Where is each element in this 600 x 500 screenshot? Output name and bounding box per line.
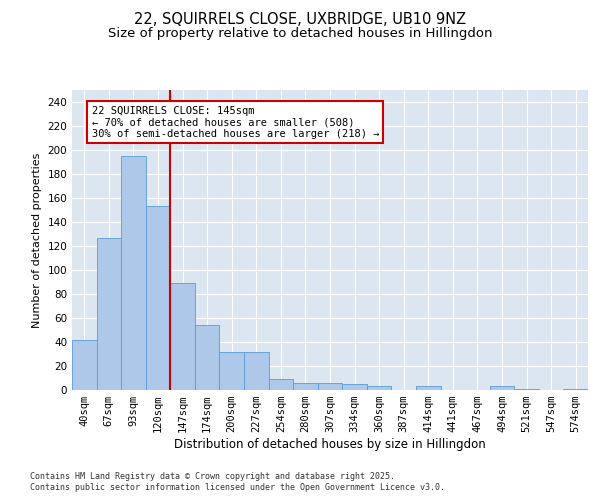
Text: Contains HM Land Registry data © Crown copyright and database right 2025.: Contains HM Land Registry data © Crown c…: [30, 472, 395, 481]
Bar: [367, 386, 391, 390]
Bar: [72, 340, 97, 390]
Bar: [170, 283, 195, 390]
Text: 22 SQUIRRELS CLOSE: 145sqm
← 70% of detached houses are smaller (508)
30% of sem: 22 SQUIRRELS CLOSE: 145sqm ← 70% of deta…: [92, 106, 379, 139]
Text: Size of property relative to detached houses in Hillingdon: Size of property relative to detached ho…: [108, 28, 492, 40]
Bar: [97, 238, 121, 390]
Bar: [563, 389, 588, 390]
Bar: [195, 325, 220, 390]
Bar: [244, 352, 269, 390]
Bar: [318, 383, 342, 390]
Bar: [416, 386, 440, 390]
Y-axis label: Number of detached properties: Number of detached properties: [32, 152, 42, 328]
Bar: [269, 379, 293, 390]
Bar: [514, 389, 539, 390]
Bar: [342, 384, 367, 390]
Text: Contains public sector information licensed under the Open Government Licence v3: Contains public sector information licen…: [30, 484, 445, 492]
Text: 22, SQUIRRELS CLOSE, UXBRIDGE, UB10 9NZ: 22, SQUIRRELS CLOSE, UXBRIDGE, UB10 9NZ: [134, 12, 466, 28]
Bar: [220, 352, 244, 390]
Bar: [490, 386, 514, 390]
Bar: [146, 206, 170, 390]
Bar: [293, 383, 318, 390]
Bar: [121, 156, 146, 390]
X-axis label: Distribution of detached houses by size in Hillingdon: Distribution of detached houses by size …: [174, 438, 486, 451]
